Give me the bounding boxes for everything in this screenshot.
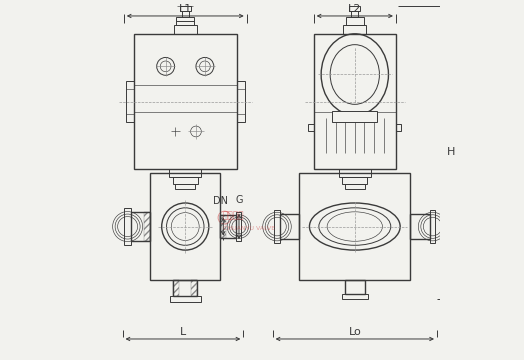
Bar [182, 10, 189, 17]
Text: G: G [235, 195, 243, 205]
Bar [180, 6, 191, 10]
Bar [173, 177, 198, 184]
Bar [314, 34, 396, 170]
Bar [126, 81, 134, 122]
Bar [410, 214, 430, 239]
Text: CHUANYU VALVE: CHUANYU VALVE [223, 226, 276, 231]
Bar [237, 81, 245, 122]
Bar [173, 25, 197, 34]
Bar [177, 17, 194, 25]
Bar [300, 173, 410, 280]
Bar [332, 111, 377, 122]
Bar [220, 215, 236, 238]
Text: DN: DN [213, 196, 228, 206]
Bar [131, 212, 150, 241]
Bar [170, 296, 201, 302]
Bar [351, 10, 358, 17]
Text: 川宇阀门: 川宇阀门 [223, 211, 244, 220]
Bar [309, 123, 314, 131]
Bar [176, 184, 195, 189]
Bar [345, 184, 365, 189]
Bar [342, 294, 368, 299]
Bar [134, 34, 237, 170]
Bar [169, 170, 201, 177]
Text: Lo: Lo [348, 327, 361, 337]
Text: L: L [180, 327, 186, 337]
Bar [350, 6, 360, 10]
Bar [124, 208, 131, 245]
Bar [343, 25, 366, 34]
Text: H: H [446, 148, 455, 157]
Bar [339, 170, 371, 177]
Bar [275, 210, 280, 243]
Text: L1: L1 [179, 4, 192, 14]
Bar [236, 212, 242, 241]
Bar [396, 123, 401, 131]
Bar [173, 280, 198, 296]
Bar [345, 280, 365, 294]
Bar [346, 17, 364, 25]
Text: L2: L2 [348, 4, 362, 14]
Bar [280, 214, 300, 239]
Bar [342, 177, 367, 184]
Bar [430, 210, 435, 243]
Bar [150, 173, 220, 280]
